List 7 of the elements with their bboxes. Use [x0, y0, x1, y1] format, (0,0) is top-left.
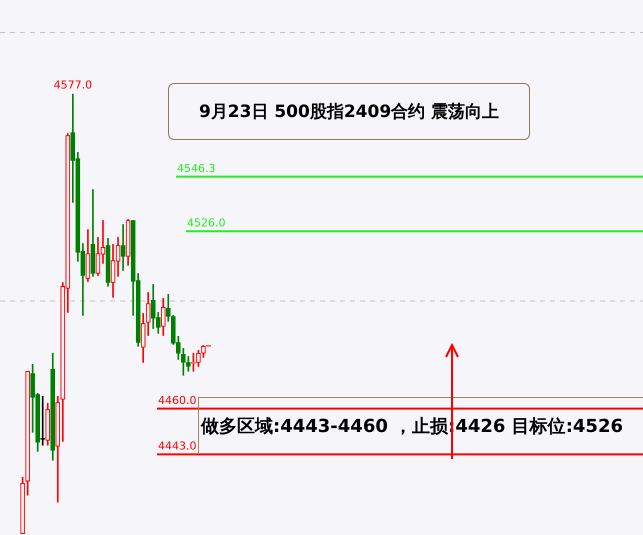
ref-line-label: 4526.0 — [187, 216, 226, 230]
candlestick — [120, 224, 126, 271]
ref-line-label: 4546.3 — [177, 162, 216, 175]
ref-line-label: 4460.0 — [158, 394, 196, 408]
ref-line-label: 4443.0 — [158, 440, 196, 453]
text: 9月23日 500股指2409合约 震荡向上 — [168, 83, 530, 140]
annotation: 4577.0 — [54, 78, 92, 92]
